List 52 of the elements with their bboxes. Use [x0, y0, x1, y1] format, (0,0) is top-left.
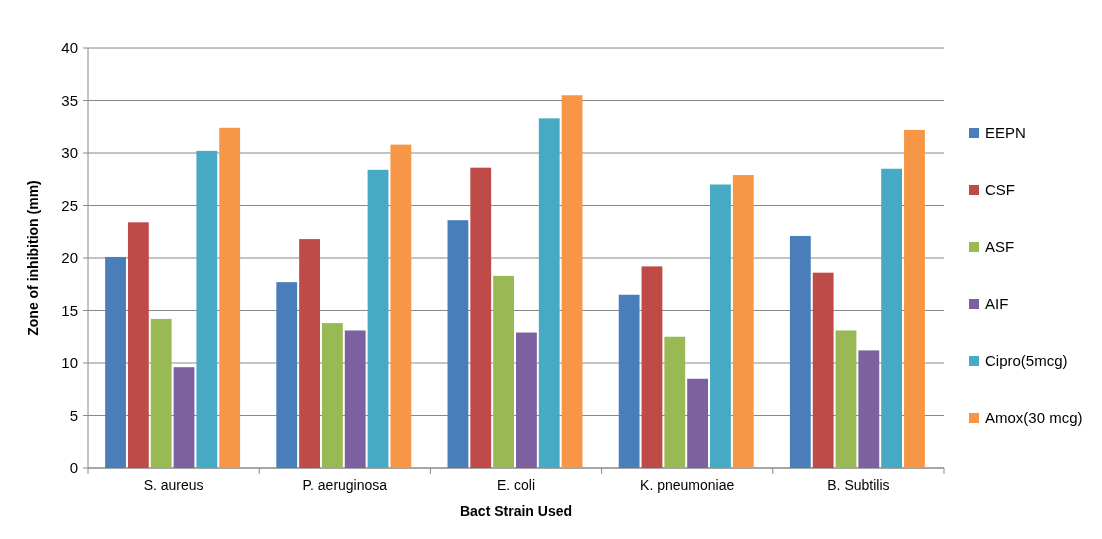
bar [276, 282, 298, 468]
bar [732, 175, 754, 468]
bar [493, 275, 514, 468]
x-tick-label: S. aureus [143, 477, 204, 493]
bar [105, 256, 126, 468]
legend-label: EEPN [985, 124, 1026, 141]
y-axis-title: Zone of inhibition (mm) [25, 180, 41, 336]
bar [858, 350, 880, 468]
x-tick-label: B. Subtilis [827, 477, 890, 493]
legend-label: ASF [985, 238, 1015, 255]
bar [390, 144, 412, 468]
legend-label: AIF [985, 295, 1009, 312]
legend-label: Cipro(5mcg) [985, 352, 1068, 369]
bar [196, 150, 218, 468]
bar [881, 168, 903, 468]
bar [641, 266, 663, 468]
bar [173, 367, 195, 468]
bar [664, 336, 686, 468]
bar [299, 239, 320, 468]
y-tick-label: 35 [61, 91, 78, 109]
legend-label: Amox(30 mcg) [985, 409, 1083, 426]
bar [618, 294, 640, 468]
bar [344, 330, 366, 468]
bar [470, 167, 492, 468]
bar [516, 332, 537, 468]
y-tick-label: 5 [69, 406, 78, 424]
bar [321, 323, 343, 468]
x-tick-label: E. coli [496, 477, 536, 493]
bar [538, 118, 560, 468]
bar [127, 222, 149, 468]
bar [812, 272, 834, 468]
bar [904, 129, 925, 468]
y-tick-label: 40 [61, 39, 78, 57]
bar [687, 378, 709, 468]
bar [561, 95, 583, 468]
bar [835, 330, 857, 468]
bar [710, 184, 731, 468]
bar [367, 169, 389, 468]
y-tick-label: 10 [61, 354, 78, 372]
bar [219, 127, 241, 468]
y-tick-label: 25 [61, 196, 78, 214]
legend-label: CSF [985, 181, 1015, 198]
bar [789, 235, 811, 468]
x-tick-label: K. pneumoniae [640, 477, 735, 493]
y-tick-label: 15 [61, 301, 78, 319]
bar [447, 220, 469, 468]
y-tick-label: 20 [61, 249, 78, 267]
y-tick-label: 0 [69, 459, 78, 477]
x-axis-title: Bact Strain Used [459, 503, 573, 519]
bar [150, 318, 172, 468]
x-tick-label: P. aeruginosa [302, 477, 388, 493]
y-tick-label: 30 [61, 144, 78, 162]
